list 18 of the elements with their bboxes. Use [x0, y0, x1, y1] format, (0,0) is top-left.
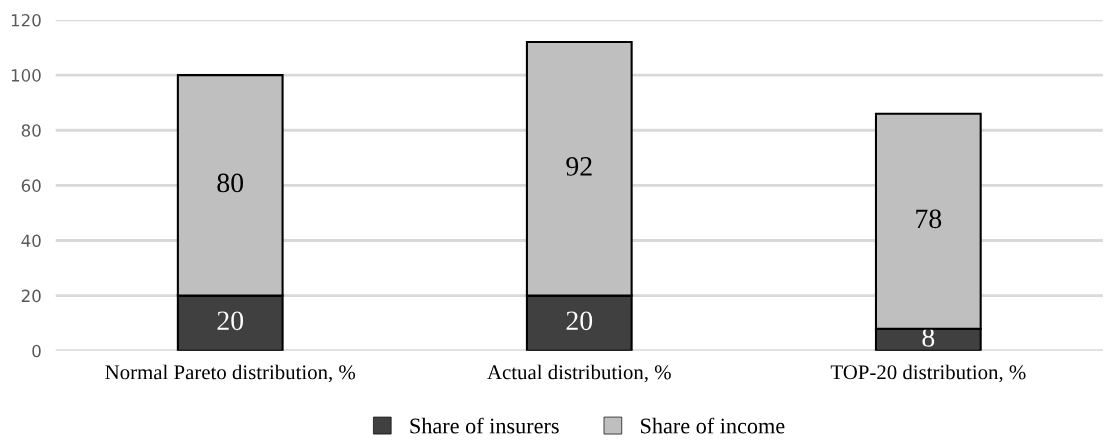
y-tick-label: 40 [21, 234, 41, 248]
x-tick-label: Actual distribution, % [487, 364, 671, 383]
data-label: 20 [217, 311, 244, 331]
y-tick-label: 120 [11, 13, 41, 27]
legend-label: Share of insurers [410, 417, 559, 434]
data-label: 20 [566, 311, 593, 331]
y-tick-label: 60 [21, 179, 41, 192]
data-label: 78 [916, 209, 942, 229]
x-tick-label: Normal Pareto distribution, % [105, 364, 356, 383]
legend-label: Share of income [641, 417, 785, 434]
data-label: 8 [922, 327, 935, 347]
x-tick-label: TOP-20 distribution, % [830, 364, 1026, 383]
y-tick-label: 20 [21, 289, 41, 303]
y-tick-label: 80 [21, 124, 41, 137]
y-tick-label: 100 [11, 69, 41, 82]
y-tick-label: 0 [32, 344, 41, 358]
data-label: 92 [566, 157, 592, 176]
data-label: 80 [217, 173, 244, 193]
